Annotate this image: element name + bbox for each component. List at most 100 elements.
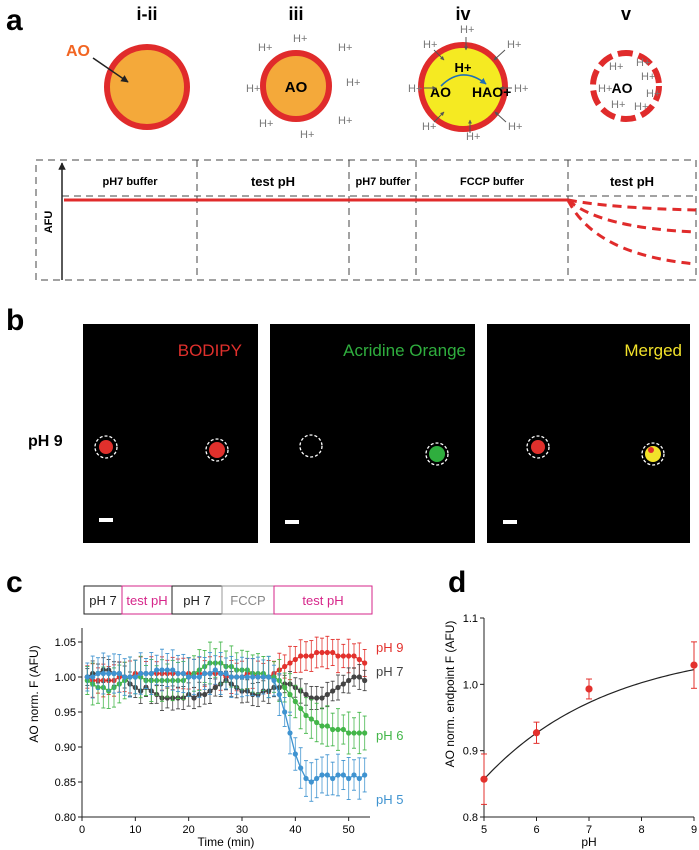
data-point [234,674,240,680]
data-point [132,674,138,680]
data-point [324,723,330,729]
data-point [287,730,293,736]
data-point [330,649,336,656]
data-point [100,670,106,677]
data-point [186,674,192,680]
data-point [159,667,165,673]
image-bodipy [83,324,258,543]
protocol-label-5: test pH [302,593,343,608]
svg-text:H+: H+ [507,39,521,51]
cell-3-ao: AO [430,84,451,100]
afu-trace-decay [566,198,697,266]
signal-blob [648,447,654,453]
d-y-tick-label: 1.1 [463,613,478,625]
segment-label-5: test pH [610,174,654,189]
data-point [319,695,325,701]
proton-influx-arrows [424,37,512,133]
data-point [298,705,304,712]
image-title-bodipy: BODIPY [178,341,242,360]
cell-stage-4 [590,50,662,122]
data-point [351,653,357,659]
d-x-tick-label: 5 [481,824,487,836]
c-x-tick-label: 50 [343,824,355,836]
data-point [319,772,325,778]
roi-circle [299,434,323,458]
svg-text:H+: H+ [293,33,307,45]
cell-2-ao: AO [285,79,308,96]
data-point [351,674,357,680]
data-point [303,712,309,719]
data-point [212,684,218,691]
protons-stage-2: H+ H+ H+ H+ H+ H+ H+ H+ [246,33,360,141]
data-point [287,660,293,666]
d-y-tick-label: 1.0 [463,679,478,691]
panel-label-d: d [448,566,466,599]
data-point [212,667,218,673]
svg-text:H+: H+ [598,83,612,95]
protonation-arrow [440,74,487,87]
data-point [250,674,256,680]
signal-blob [209,442,225,458]
data-point [95,670,101,677]
data-point [346,775,352,782]
svg-text:H+: H+ [460,24,474,36]
data-point [335,653,341,659]
svg-text:H+: H+ [609,61,623,73]
image-merged [487,324,690,543]
svg-text:H+: H+ [338,115,352,127]
roi-circle [94,435,118,459]
scale-bar [285,520,299,524]
data-point [532,729,541,737]
legend-ph6: pH 6 [376,728,403,743]
legend-ph7: pH 7 [376,664,403,679]
svg-text:H+: H+ [611,99,625,111]
data-point [282,709,288,715]
roi-circle [205,438,229,462]
svg-text:H+: H+ [346,77,360,89]
data-point [340,726,346,733]
svg-text:H+: H+ [634,101,648,113]
data-point [244,674,250,680]
data-point [330,688,336,694]
data-point [303,653,309,659]
legend-ph9: pH 9 [376,640,403,655]
data-point [292,698,298,705]
image-title-merged: Merged [624,341,682,360]
data-point [122,674,128,680]
svg-text:H+: H+ [300,129,314,141]
c-y-tick-label: 1.05 [55,637,76,649]
data-point [111,670,117,677]
d-y-tick-label: 0.9 [463,746,478,758]
data-point [346,677,352,684]
segment-label-1: pH7 buffer [103,176,159,188]
data-point [351,730,357,736]
panel-b: b pH 9 BODIPY Acridine Orange Merged [6,304,690,543]
d-x-tick-label: 7 [586,824,592,836]
data-point [340,681,346,687]
d-y-tick-label: 0.8 [463,812,478,824]
series-ph5 [84,648,368,802]
data-point [314,775,320,782]
panel-label-a: a [6,4,23,37]
data-point [255,674,261,680]
data-point [330,726,336,733]
data-point [180,670,186,677]
data-point [335,684,341,691]
svg-text:H+: H+ [408,83,422,95]
data-point [196,674,202,680]
row-label-ph9: pH 9 [28,433,63,450]
data-point [362,730,368,736]
svg-text:H+: H+ [466,131,480,143]
data-point [191,674,197,680]
signal-blob [429,446,445,462]
data-point [324,691,330,698]
signal-blob [531,440,545,454]
data-point [271,677,277,684]
data-point [127,674,133,680]
data-point [362,772,368,778]
stage-label-3: iv [455,4,470,24]
d-x-tick-label: 9 [691,824,697,836]
data-point [266,674,272,680]
panel-a: a i-ii iii iv v AO AO H+ H+ H+ H+ H+ H+ … [6,4,697,281]
segment-label-4: FCCP buffer [460,176,525,188]
